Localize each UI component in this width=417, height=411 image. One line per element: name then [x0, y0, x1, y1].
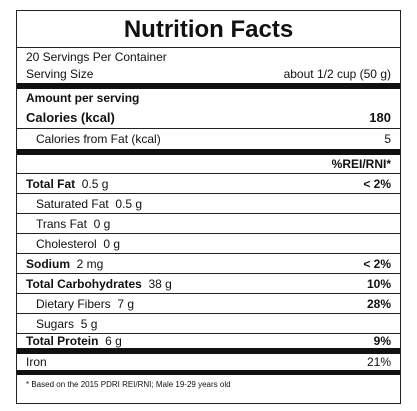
- nutrient-amount: 0 g: [103, 236, 121, 251]
- dv-header-row: %REI/RNI*: [17, 155, 400, 174]
- nutrient-label: Trans Fat 0 g: [36, 217, 110, 231]
- nutrient-name: Cholesterol: [36, 236, 97, 251]
- calories-fat-row: Calories from Fat (kcal) 5: [17, 129, 400, 155]
- nutrient-name: Total Fat: [26, 176, 76, 191]
- nutrient-amount: 6 g: [105, 334, 122, 348]
- nutrient-dv: < 2%: [363, 176, 391, 191]
- calories-label: Calories (kcal): [26, 110, 115, 125]
- nutrient-row: Total Carbohydrates 38 g 10%: [17, 274, 400, 294]
- nutrient-amount: 0.5 g: [115, 196, 143, 211]
- nutrient-row: Saturated Fat 0.5 g: [17, 194, 400, 214]
- nutrient-amount: 0 g: [93, 216, 111, 231]
- nutrient-name: Iron: [26, 355, 47, 369]
- nutrient-dv: 28%: [366, 296, 391, 311]
- footnote: * Based on the 2015 PDRI REI/RNI; Male 1…: [26, 379, 231, 389]
- nutrient-row: Sodium 2 mg < 2%: [17, 254, 400, 274]
- nutrient-name: Total Protein: [26, 334, 99, 348]
- nutrient-list: Total Fat 0.5 g < 2% Saturated Fat 0.5 g Tr…: [17, 174, 400, 354]
- nutrient-name: Sugars: [36, 316, 75, 331]
- nutrient-name: Total Carbohydrates: [26, 276, 142, 291]
- nutrient-dv: 9%: [373, 334, 391, 348]
- nutrient-label: Iron: [26, 355, 47, 369]
- calories-row: Calories (kcal) 180: [17, 107, 400, 129]
- nutrient-name: Sodium: [26, 256, 70, 271]
- amount-row: Amount per serving: [17, 89, 400, 107]
- nutrient-label: Sodium 2 mg: [26, 257, 103, 271]
- nutrient-amount: 38 g: [148, 276, 172, 291]
- nutrition-label: Nutrition Facts 20 Servings Per Containe…: [16, 10, 401, 404]
- serving-size-value: about 1/2 cup (50 g): [283, 67, 391, 81]
- calories-value: 180: [369, 110, 391, 125]
- nutrient-amount: 2 mg: [76, 256, 104, 271]
- nutrient-dv: < 2%: [363, 256, 391, 271]
- nutrient-row: Total Protein 6 g 9%: [17, 334, 400, 354]
- calories-fat-value: 5: [384, 132, 391, 146]
- nutrient-row: Iron 21%: [17, 354, 400, 375]
- serving-size-row: Serving Size about 1/2 cup (50 g): [17, 65, 400, 89]
- nutrient-row: Sugars 5 g: [17, 314, 400, 334]
- calories-fat-label: Calories from Fat (kcal): [36, 132, 161, 146]
- nutrient-name: Dietary Fibers: [36, 296, 111, 311]
- dv-header: %REI/RNI*: [331, 157, 391, 171]
- nutrient-label: Saturated Fat 0.5 g: [36, 197, 142, 211]
- nutrient-dv: 21%: [366, 355, 391, 369]
- servings-row: 20 Servings Per Container: [17, 48, 400, 65]
- nutrient-row: Cholesterol 0 g: [17, 234, 400, 254]
- serving-size-label: Serving Size: [26, 67, 94, 81]
- nutrient-label: Cholesterol 0 g: [36, 237, 120, 251]
- servings: 20 Servings Per Container: [26, 49, 167, 64]
- nutrient-amount: 0.5 g: [81, 176, 109, 191]
- nutrient-name: Trans Fat: [36, 216, 87, 231]
- nutrient-row: Total Fat 0.5 g < 2%: [17, 174, 400, 194]
- nutrient-label: Total Carbohydrates 38 g: [26, 277, 172, 291]
- nutrient-name: Saturated Fat: [36, 196, 109, 211]
- nutrient-amount: 5 g: [80, 316, 98, 331]
- nutrient-dv: 10%: [366, 276, 391, 291]
- nutrient-label: Dietary Fibers 7 g: [36, 297, 134, 311]
- mineral-list: Iron 21%: [17, 354, 400, 375]
- nutrient-label: Total Fat 0.5 g: [26, 177, 108, 191]
- label-title: Nutrition Facts: [17, 11, 400, 48]
- nutrient-row: Trans Fat 0 g: [17, 214, 400, 234]
- amount-header: Amount per serving: [26, 91, 140, 105]
- nutrient-label: Total Protein 6 g: [26, 334, 122, 348]
- nutrient-row: Dietary Fibers 7 g 28%: [17, 294, 400, 314]
- nutrient-amount: 7 g: [117, 296, 135, 311]
- footnote-row: * Based on the 2015 PDRI REI/RNI; Male 1…: [17, 375, 400, 393]
- nutrient-label: Sugars 5 g: [36, 317, 97, 331]
